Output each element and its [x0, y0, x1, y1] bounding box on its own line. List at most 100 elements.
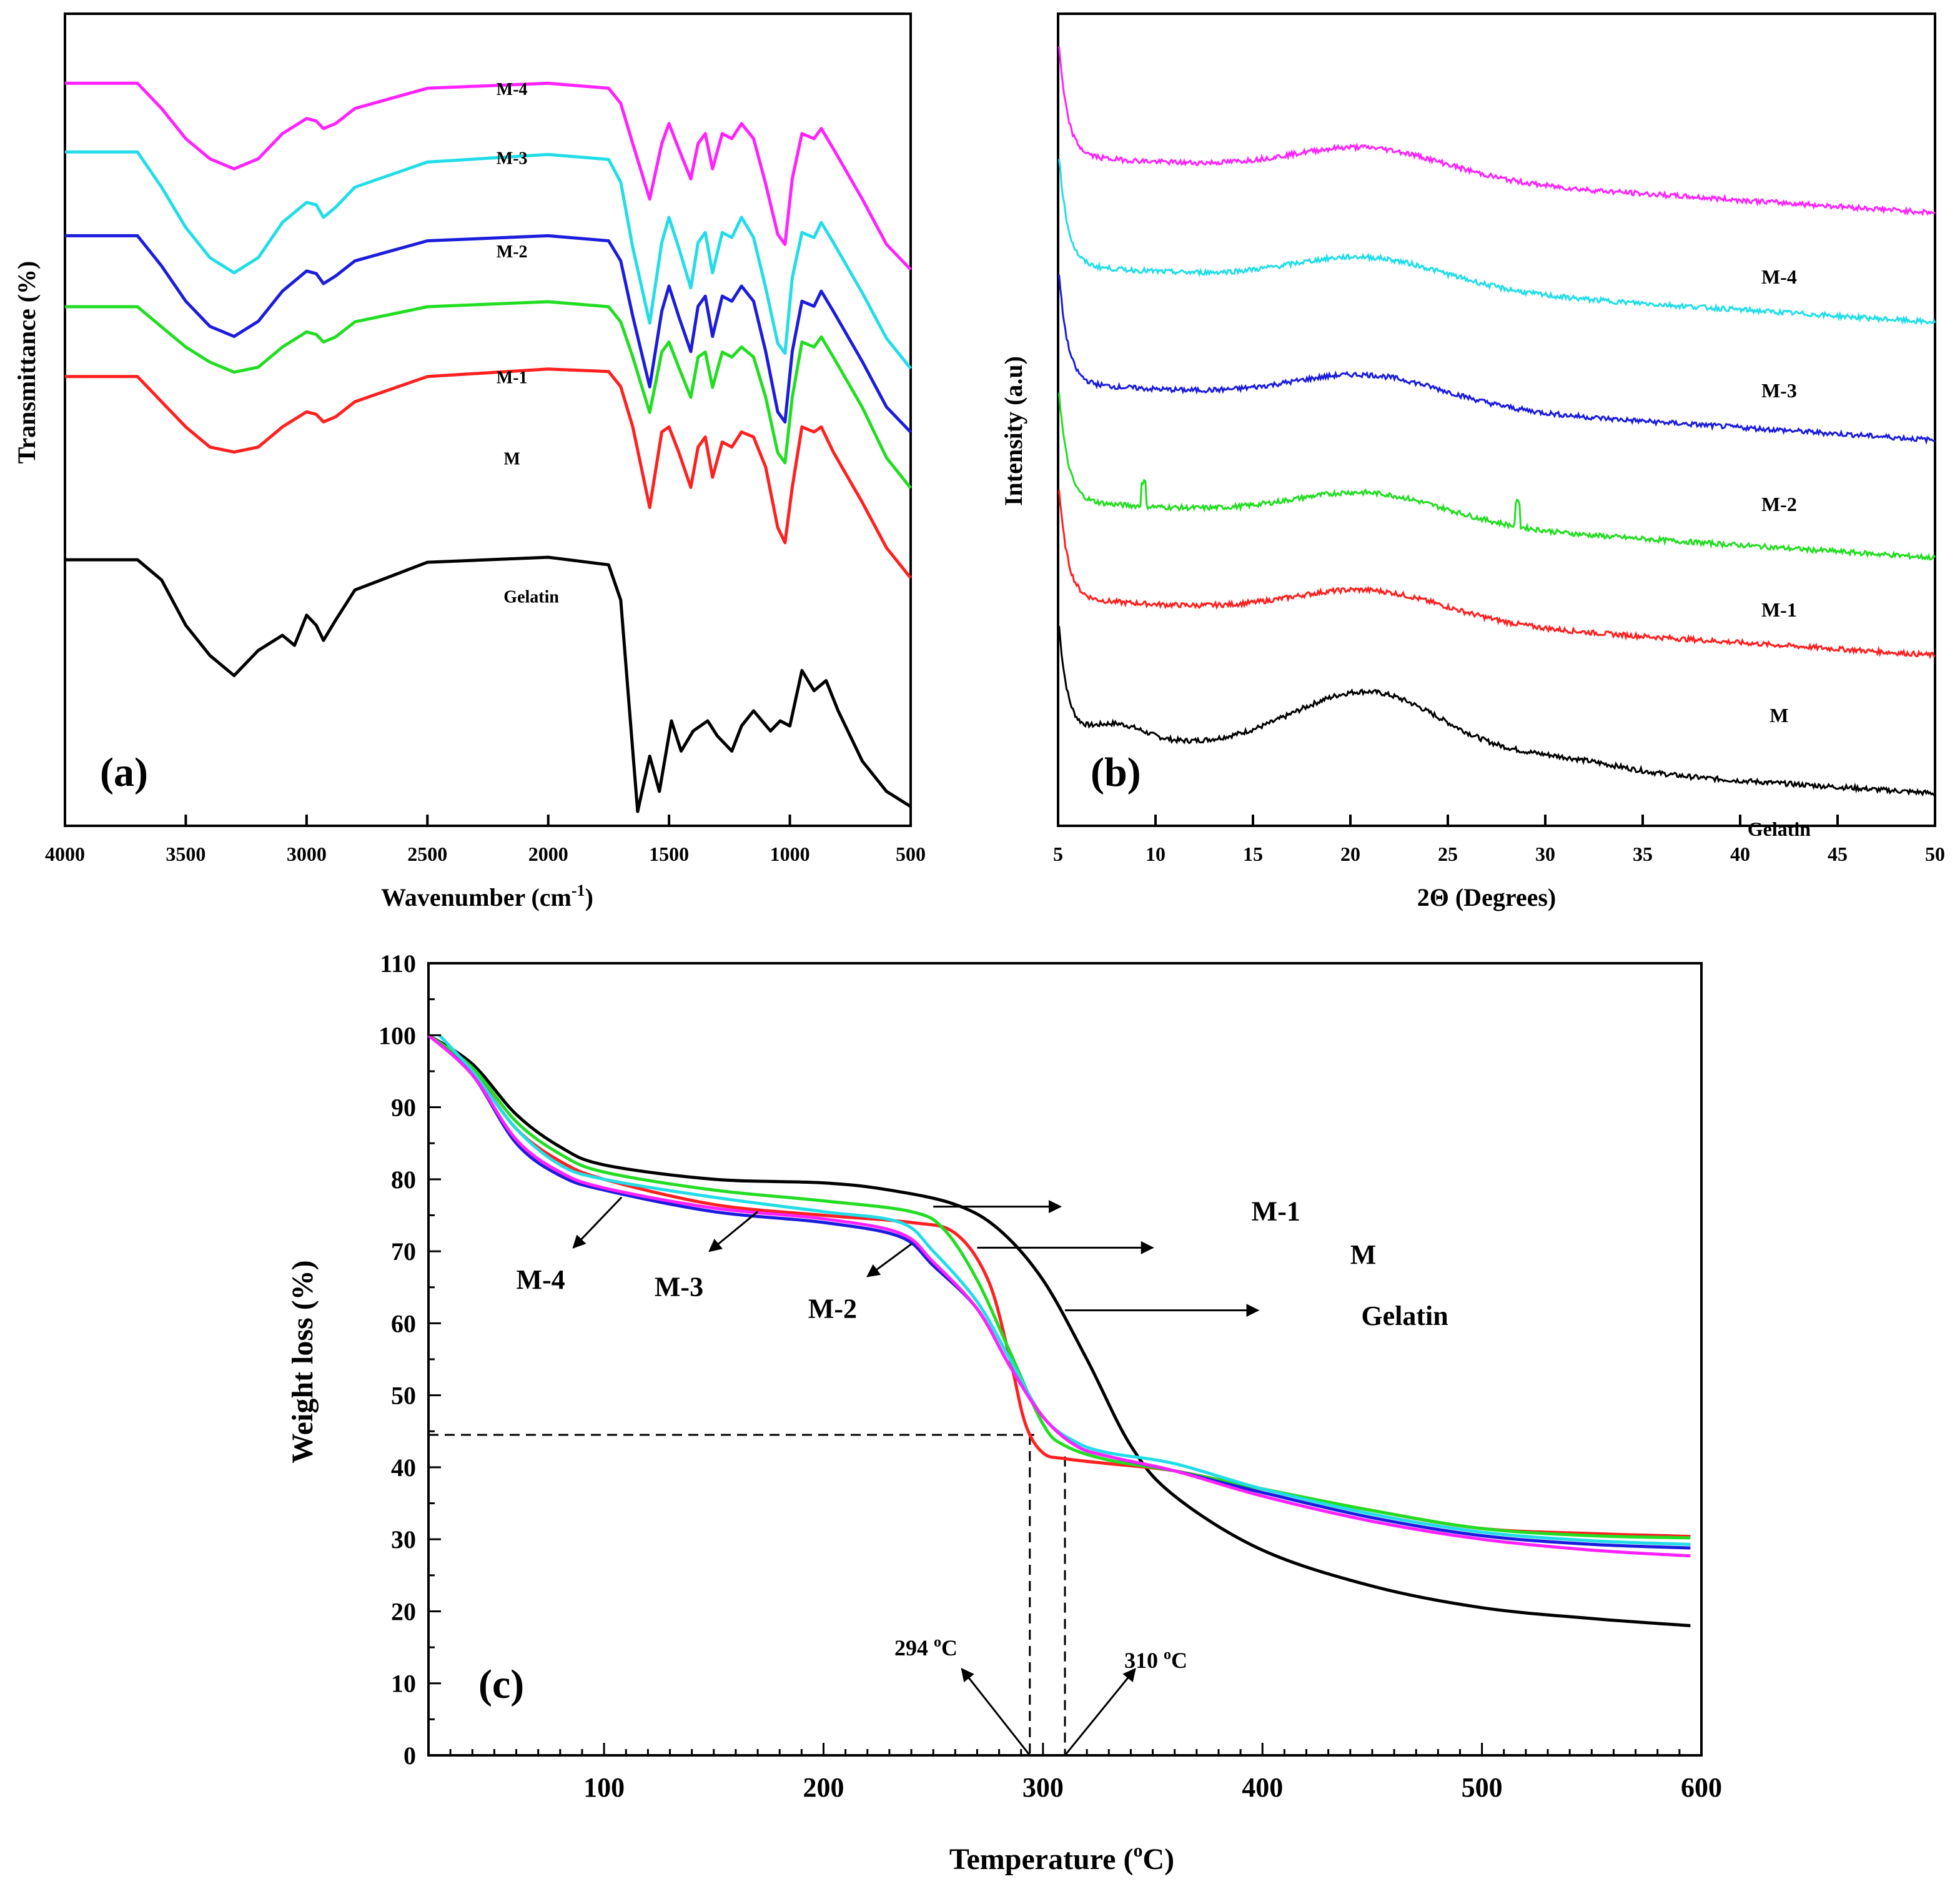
- tga-ytick-label: 80: [391, 1166, 416, 1194]
- tga-label-m-2: M-2: [808, 1293, 857, 1324]
- panel-a: Gelatin M M-1 M-2 M-3 M-4 4000 3500 3000 2500 200…: [12, 12, 926, 911]
- arrow-m-3: [708, 1211, 759, 1252]
- tga-label-m: M: [1350, 1239, 1377, 1270]
- xrd-xtick-label: 35: [1633, 843, 1653, 865]
- panel-b-frame: [1057, 12, 1936, 827]
- xrd-xtick-label: 50: [1925, 843, 1945, 865]
- ftir-line-gelatin: [65, 555, 912, 813]
- tga-ytick-label: 40: [391, 1454, 416, 1482]
- ftir-label-m-1: M-1: [497, 369, 528, 388]
- tga-line-gelatin: [427, 1034, 1691, 1627]
- xrd-label-m-2: M-2: [1761, 493, 1797, 515]
- ftir-xtick-label: 1500: [649, 843, 689, 865]
- panel-b: Gelatin M M-1 M-2 M-3 M-4 5 10 15 20 25 30 35 40 45 50…: [999, 12, 1945, 911]
- ftir-label-m-3: M-3: [497, 149, 528, 169]
- xrd-xtick-label: 40: [1730, 843, 1750, 865]
- tga-ytick-label: 30: [391, 1525, 416, 1554]
- tga-label-m-1: M-1: [1252, 1196, 1300, 1227]
- ftir-xtick-label: 4000: [45, 843, 85, 865]
- ftir-label-m-2: M-2: [497, 242, 528, 262]
- panel-c-ticks: 100 200 300 400 500 600 0 10 20 30 40 50 60 70 80 90 100…: [379, 949, 1722, 1803]
- tga-xtick-label: 100: [583, 1772, 625, 1803]
- xrd-xtick-label: 25: [1438, 843, 1458, 865]
- tga-line-m-2: [427, 1034, 1691, 1550]
- temp-label-294: 294 oC: [894, 1634, 958, 1660]
- xrd-label-m-4: M-4: [1761, 265, 1797, 288]
- xrd-line-m: [1058, 490, 1936, 660]
- panel-a-ylabel: Transmittance (%): [12, 261, 41, 464]
- xrd-label-m-1: M-1: [1761, 598, 1797, 621]
- ftir-xtick-label: 2500: [407, 843, 447, 865]
- ftir-xtick-label: 1000: [770, 843, 810, 865]
- xrd-line-m-4: [1058, 46, 1936, 216]
- xrd-line-m-3: [1058, 159, 1936, 325]
- panel-b-xticks: 5 10 15 20 25 30 35 40 45 50: [1053, 815, 1945, 865]
- xrd-line-m-1: [1058, 392, 1936, 561]
- panel-b-series: [1058, 46, 1936, 797]
- arrow-310: [1064, 1668, 1136, 1756]
- panel-a-xlabel: Wavenumber (cm-1): [381, 881, 593, 911]
- panel-c-labels: M-1 M Gelatin M-4 M-3 M-2: [517, 1196, 1448, 1331]
- tga-ytick-label: 10: [391, 1670, 416, 1698]
- xrd-line-gelatin: [1058, 625, 1936, 797]
- tga-xtick-label: 400: [1242, 1772, 1283, 1803]
- tga-xtick-label: 300: [1022, 1772, 1064, 1803]
- tga-ytick-label: 100: [379, 1021, 416, 1049]
- panel-a-series: [65, 81, 912, 813]
- xrd-xtick-label: 45: [1828, 843, 1848, 865]
- ftir-line-m-4: [65, 81, 912, 271]
- tga-ytick-label: 60: [391, 1309, 416, 1337]
- panel-a-xticks: 4000 3500 3000 2500 2000 1500 1000 500: [45, 815, 926, 865]
- panel-c-dashed-guides: [428, 1434, 1066, 1755]
- tga-line-m-3: [438, 1034, 1691, 1546]
- panel-b-xlabel: 2Θ (Degrees): [1417, 883, 1557, 911]
- tga-ytick-label: 50: [391, 1382, 416, 1410]
- ftir-xtick-label: 3000: [287, 843, 327, 865]
- panel-b-ylabel: Intensity (a.u): [999, 356, 1027, 506]
- tga-xtick-label: 200: [803, 1772, 844, 1803]
- xrd-xtick-label: 5: [1053, 843, 1063, 865]
- panel-c-id: (c): [478, 1662, 524, 1707]
- tga-ytick-label: 70: [391, 1237, 416, 1266]
- xrd-xtick-label: 15: [1243, 843, 1263, 865]
- xrd-label-gelatin: Gelatin: [1748, 818, 1811, 840]
- xrd-label-m-3: M-3: [1761, 379, 1797, 402]
- xrd-line-m-2: [1058, 274, 1936, 445]
- tga-label-m-4: M-4: [517, 1264, 565, 1295]
- panel-a-frame: [64, 12, 912, 827]
- xrd-xtick-label: 20: [1340, 843, 1360, 865]
- tga-label-gelatin: Gelatin: [1361, 1301, 1448, 1331]
- ftir-label-m: M: [503, 450, 520, 469]
- tga-ytick-label: 0: [403, 1742, 416, 1770]
- ftir-line-m-2: [65, 234, 912, 434]
- tga-ytick-label: 110: [380, 949, 416, 978]
- xrd-xtick-label: 30: [1535, 843, 1555, 865]
- arrow-m-2: [866, 1243, 912, 1277]
- ftir-label-gelatin: Gelatin: [503, 588, 559, 607]
- tga-xtick-label: 600: [1681, 1772, 1722, 1803]
- panel-c-series: [427, 1034, 1691, 1627]
- tga-label-m-3: M-3: [655, 1272, 703, 1302]
- arrow-m-4: [572, 1196, 623, 1249]
- tga-xtick-label: 500: [1462, 1772, 1503, 1803]
- ftir-xtick-label: 2000: [528, 843, 568, 865]
- xrd-label-m: M: [1769, 704, 1788, 726]
- temp-label-310: 310 oC: [1124, 1647, 1187, 1673]
- ftir-xtick-label: 3500: [166, 843, 205, 865]
- xrd-xtick-label: 10: [1146, 843, 1166, 865]
- arrow-294: [961, 1668, 1031, 1756]
- panel-c-ylabel: Weight loss (%): [286, 1260, 319, 1463]
- panel-a-labels: Gelatin M M-1 M-2 M-3 M-4: [497, 80, 560, 607]
- panel-c-xlabel: Temperature (oC): [949, 1840, 1174, 1876]
- tga-ytick-label: 20: [391, 1597, 416, 1625]
- panel-c: M-1 M Gelatin M-4 M-3 M-2 100 200 300 400 500 600 0…: [286, 949, 1722, 1876]
- panel-a-id: (a): [100, 750, 148, 795]
- panel-b-labels: Gelatin M M-1 M-2 M-3 M-4: [1748, 265, 1811, 840]
- panel-b-id: (b): [1091, 750, 1141, 795]
- ftir-line-m: [65, 367, 912, 579]
- tga-ytick-label: 90: [391, 1094, 416, 1122]
- ftir-label-m-4: M-4: [497, 80, 528, 99]
- ftir-line-m-1: [65, 300, 912, 489]
- ftir-line-m-3: [65, 150, 912, 370]
